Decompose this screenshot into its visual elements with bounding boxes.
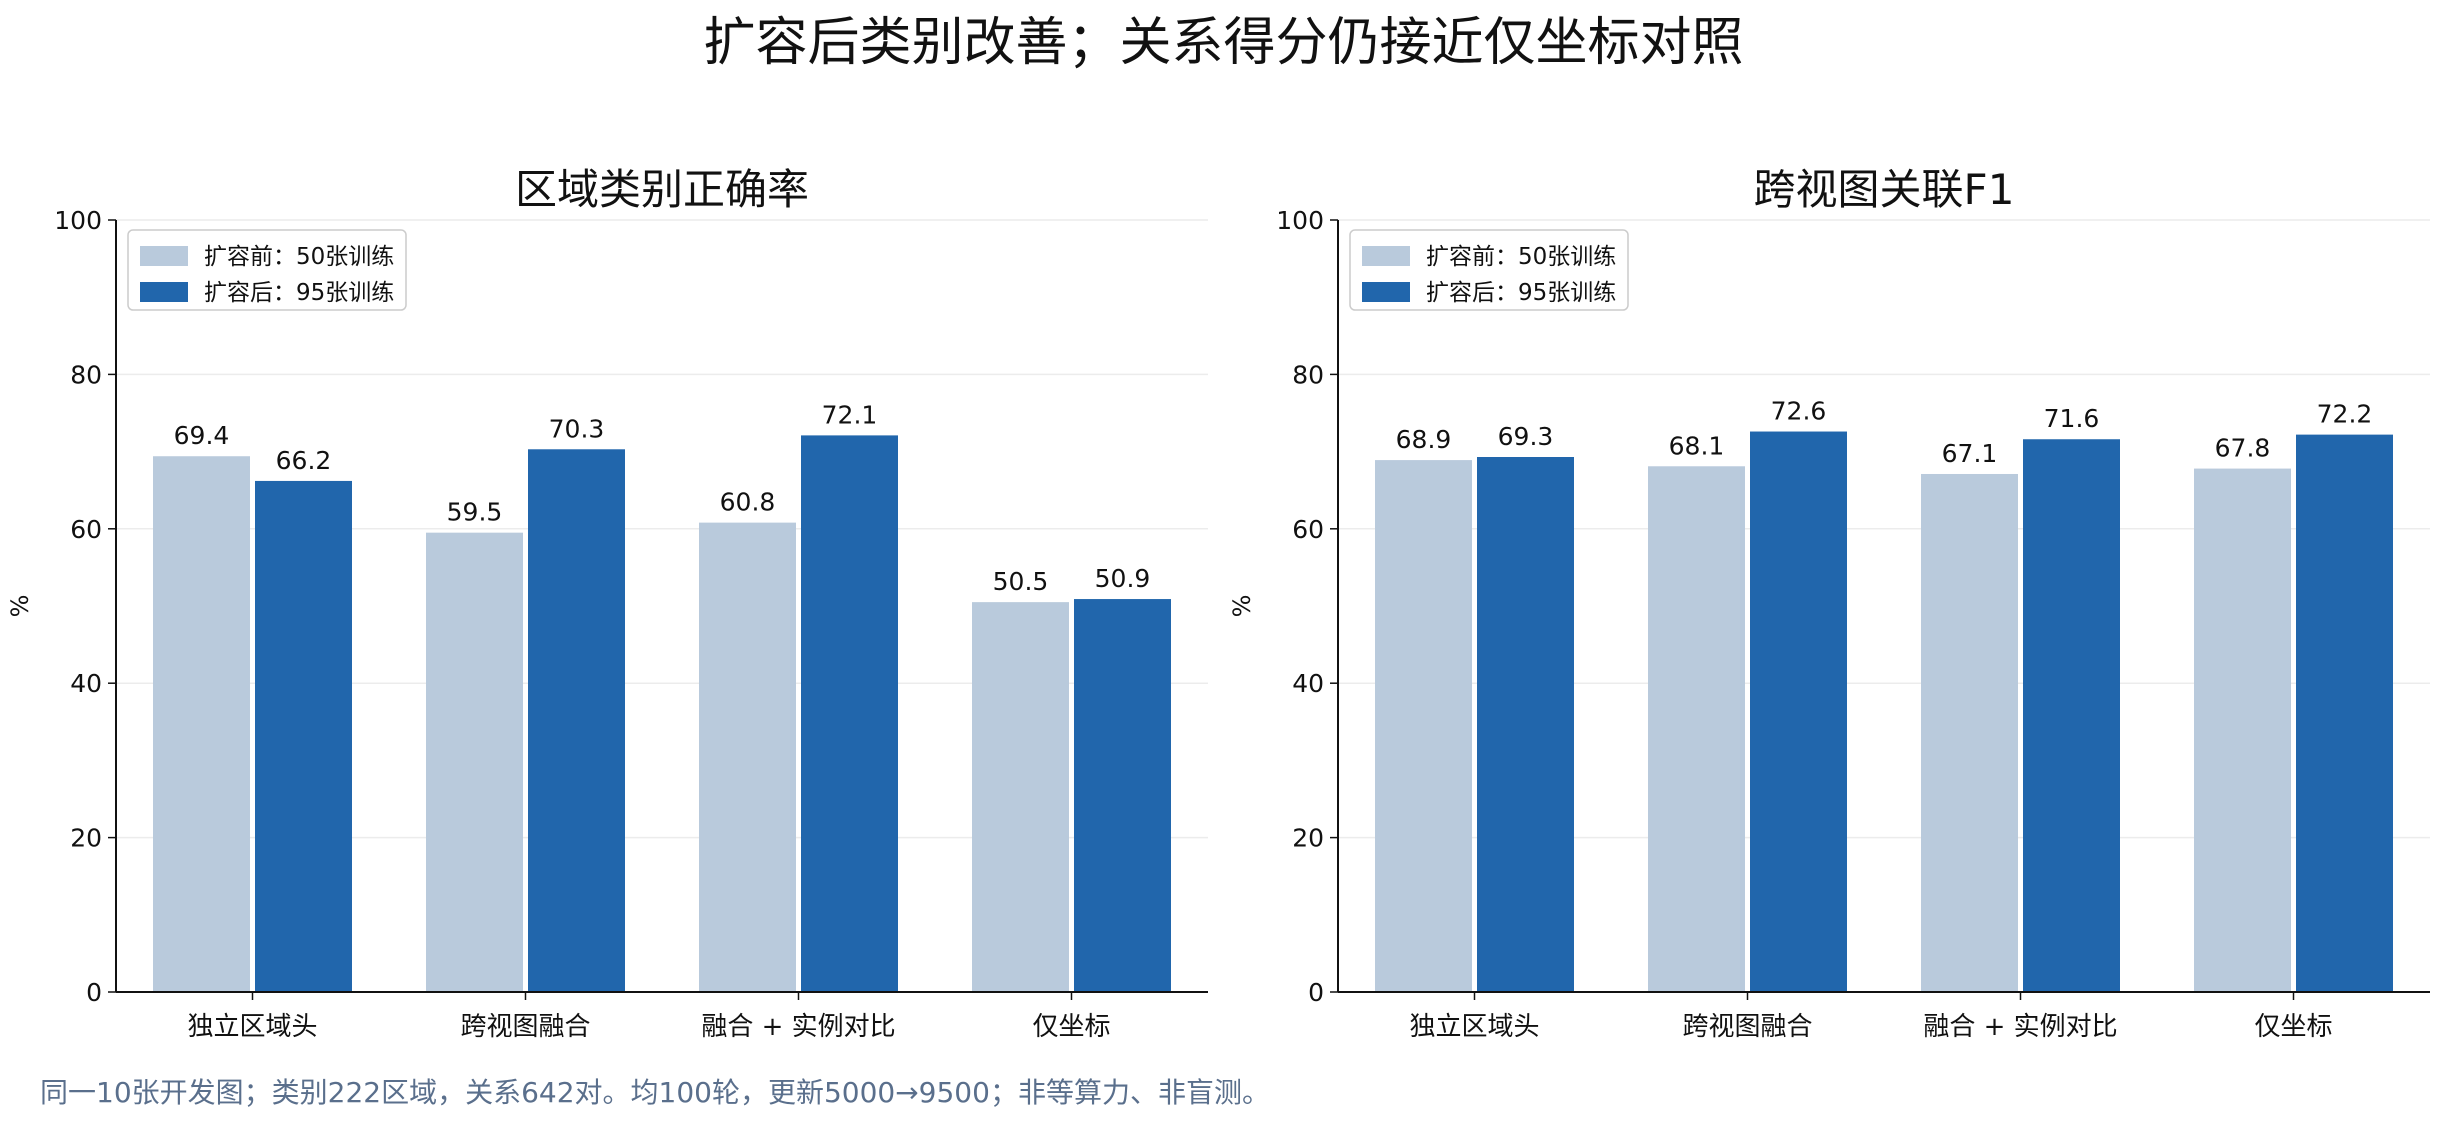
bar-value-label: 68.1 xyxy=(1669,431,1725,460)
legend-frame xyxy=(1349,229,1629,311)
y-tick-label: 100 xyxy=(1276,206,1324,235)
legend-frame xyxy=(127,229,407,311)
bar-after xyxy=(528,449,625,992)
panel-region-accuracy: 区域类别正确率 0 20 40 60 80 100% 69.4 66.2 独立区域头 59.5 70.… xyxy=(6,165,1208,1042)
bar-before xyxy=(153,456,250,992)
x-tick-label: 融合 + 实例对比 xyxy=(701,1012,895,1042)
bar-after xyxy=(801,435,898,992)
x-tick-label: 独立区域头 xyxy=(1409,1012,1539,1042)
bar-after xyxy=(1750,431,1847,992)
x-tick-label: 跨视图融合 xyxy=(1682,1012,1812,1042)
bar-value-label: 69.4 xyxy=(174,421,230,450)
bar-before xyxy=(972,602,1069,992)
x-tick-label: 独立区域头 xyxy=(187,1012,317,1042)
bar-value-label: 71.6 xyxy=(2044,404,2100,433)
bar-value-label: 59.5 xyxy=(447,498,503,527)
panel-title: 跨视图关联F1 xyxy=(1754,165,2015,214)
x-tick-label: 仅坐标 xyxy=(2254,1012,2332,1042)
y-tick-label: 0 xyxy=(86,978,102,1007)
legend-label: 扩容后：95张训练 xyxy=(204,280,394,306)
y-tick-label: 60 xyxy=(1292,515,1324,544)
y-tick-label: 20 xyxy=(1292,824,1324,853)
x-tick-label: 仅坐标 xyxy=(1032,1012,1110,1042)
legend-swatch-after xyxy=(140,282,188,302)
bar-value-label: 70.3 xyxy=(549,414,605,443)
legend-swatch-before xyxy=(1362,246,1410,266)
footnote: 同一10张开发图；类别222区域，关系642对。均100轮，更新5000→950… xyxy=(40,1076,1270,1109)
y-axis-label: % xyxy=(1228,595,1256,618)
bar-before xyxy=(1375,460,1472,992)
panel-cross-view-f1: 跨视图关联F1 0 20 40 60 80 100% 68.9 69.3 独立区域头 68.1 72.… xyxy=(1228,165,2430,1042)
panel-title: 区域类别正确率 xyxy=(515,165,809,214)
legend-label: 扩容前：50张训练 xyxy=(1426,244,1616,270)
y-tick-label: 100 xyxy=(54,206,102,235)
legend-swatch-after xyxy=(1362,282,1410,302)
bar-after xyxy=(1477,457,1574,992)
y-axis-label: % xyxy=(6,595,34,618)
bar-value-label: 69.3 xyxy=(1498,422,1554,451)
bar-value-label: 68.9 xyxy=(1396,425,1452,454)
bar-value-label: 72.1 xyxy=(822,400,878,429)
y-tick-label: 0 xyxy=(1308,978,1324,1007)
legend-label: 扩容后：95张训练 xyxy=(1426,280,1616,306)
y-tick-label: 40 xyxy=(1292,669,1324,698)
figure-title: 扩容后类别改善；关系得分仍接近仅坐标对照 xyxy=(703,13,1744,73)
bar-before xyxy=(2194,468,2291,993)
y-tick-label: 60 xyxy=(70,515,102,544)
bar-value-label: 50.5 xyxy=(993,567,1049,596)
bar-value-label: 50.9 xyxy=(1095,564,1151,593)
y-tick-label: 80 xyxy=(70,360,102,389)
bar-value-label: 72.2 xyxy=(2317,400,2373,429)
bar-value-label: 67.8 xyxy=(2215,434,2271,463)
bar-value-label: 66.2 xyxy=(276,446,332,475)
x-tick-label: 融合 + 实例对比 xyxy=(1923,1012,2117,1042)
bar-before xyxy=(1648,466,1745,992)
y-tick-label: 80 xyxy=(1292,360,1324,389)
y-tick-label: 20 xyxy=(70,824,102,853)
x-tick-label: 跨视图融合 xyxy=(460,1012,590,1042)
legend-label: 扩容前：50张训练 xyxy=(204,244,394,270)
bar-before xyxy=(426,532,523,992)
bar-after xyxy=(2296,434,2393,993)
bar-after xyxy=(255,480,352,992)
legend-swatch-before xyxy=(140,246,188,266)
bar-before xyxy=(699,522,796,992)
y-tick-label: 40 xyxy=(70,669,102,698)
bar-value-label: 67.1 xyxy=(1942,439,1998,468)
bar-value-label: 60.8 xyxy=(720,488,776,517)
bar-value-label: 72.6 xyxy=(1771,397,1827,426)
bar-after xyxy=(1074,599,1171,992)
bar-after xyxy=(2023,439,2120,992)
bar-before xyxy=(1921,473,2018,992)
